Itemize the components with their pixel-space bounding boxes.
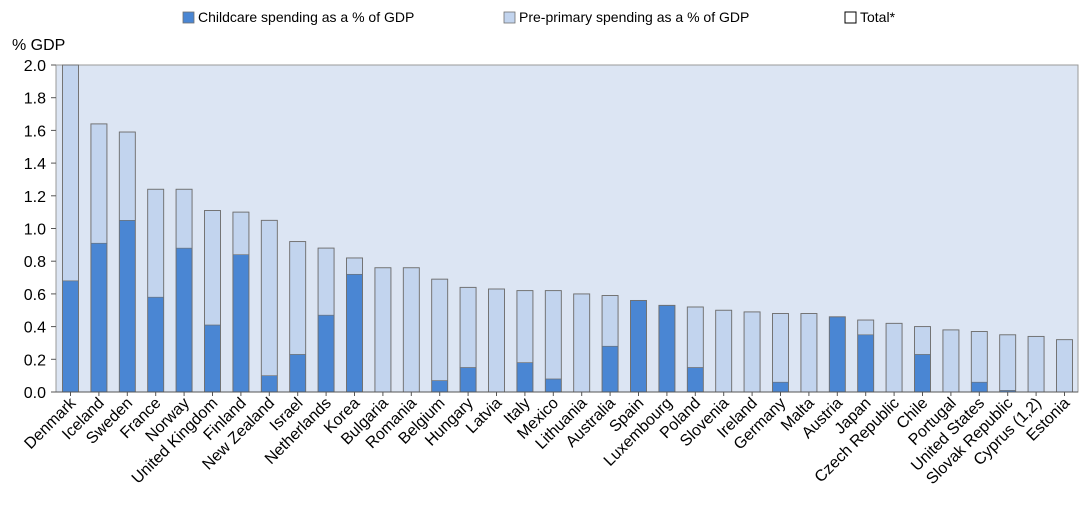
- bar-childcare: [260, 375, 278, 393]
- bar-preprimary: [260, 220, 278, 376]
- bar-preprimary: [800, 313, 818, 393]
- y-tick-label: 0.8: [24, 254, 46, 271]
- bar-preprimary: [119, 131, 136, 221]
- bar-preprimary: [459, 287, 477, 368]
- bar-preprimary: [317, 247, 335, 316]
- bar-childcare: [459, 367, 477, 393]
- y-tick-label: 1.4: [24, 156, 46, 173]
- bar-preprimary: [914, 326, 931, 355]
- legend-label-total: Total*: [860, 9, 896, 25]
- bar-preprimary: [772, 313, 789, 383]
- y-tick-label: 0.6: [24, 287, 46, 304]
- plot-area: [55, 64, 1079, 393]
- bar-preprimary: [885, 323, 903, 393]
- y-tick-label: 2.0: [24, 58, 46, 75]
- bar-childcare: [317, 314, 335, 393]
- y-tick-label: 1.6: [24, 123, 46, 140]
- bar-childcare: [914, 354, 931, 393]
- bar-childcare: [516, 362, 534, 393]
- legend-swatch-preprimary: [503, 11, 516, 24]
- legend-swatch-total: [844, 11, 857, 24]
- y-tick-label: 1.2: [24, 189, 46, 206]
- bar-preprimary: [1027, 336, 1045, 393]
- bar-childcare: [828, 316, 846, 393]
- bar-preprimary: [1056, 339, 1073, 393]
- legend-label-childcare: Childcare spending as a % of GDP: [198, 9, 414, 25]
- y-axis: 0.0 0.2 0.4 0.6 0.8 1.0 1.2 1.4 1.6 1.8 2.0: [24, 58, 56, 402]
- bar-preprimary: [942, 329, 960, 393]
- y-tick-label: 1.0: [24, 222, 46, 239]
- bar-preprimary: [573, 293, 591, 393]
- y-tick-label: 0.4: [24, 320, 46, 337]
- bar-childcare: [544, 378, 562, 393]
- y-axis-label: % GDP: [12, 37, 65, 54]
- bar-preprimary: [232, 211, 250, 255]
- bar-childcare: [119, 220, 136, 393]
- bar-preprimary: [402, 267, 420, 393]
- bar-preprimary: [175, 188, 193, 249]
- y-tick-label: 0.2: [24, 352, 46, 369]
- bar-preprimary: [686, 306, 704, 368]
- legend-swatch-childcare: [182, 11, 195, 24]
- bar-childcare: [970, 381, 988, 393]
- bar-preprimary: [147, 188, 164, 298]
- bar-preprimary: [743, 311, 761, 393]
- bar-childcare: [62, 280, 79, 393]
- bar-childcare: [658, 305, 676, 393]
- bar-preprimary: [857, 319, 875, 336]
- bar-childcare: [175, 247, 193, 393]
- bar-childcare: [232, 254, 250, 393]
- bar-childcare: [686, 367, 704, 393]
- bar-childcare: [204, 324, 221, 393]
- bar-preprimary: [374, 267, 392, 393]
- legend: Childcare spending as a % of GDP Pre-pri…: [182, 9, 896, 25]
- bar-childcare: [431, 380, 449, 393]
- bar-childcare: [772, 381, 789, 393]
- bars: [62, 64, 1073, 393]
- bar-childcare: [346, 273, 363, 393]
- bar-preprimary: [289, 241, 307, 355]
- bar-preprimary: [90, 123, 108, 244]
- bar-preprimary: [544, 290, 562, 380]
- y-tick-label: 1.8: [24, 91, 46, 108]
- bar-preprimary: [999, 334, 1017, 391]
- bar-childcare: [857, 334, 875, 393]
- bar-preprimary: [516, 290, 534, 363]
- bar-childcare: [147, 296, 164, 393]
- bar-preprimary: [346, 257, 363, 275]
- legend-label-preprimary: Pre-primary spending as a % of GDP: [519, 9, 749, 25]
- bar-preprimary: [970, 331, 988, 383]
- y-tick-label: 0.0: [24, 385, 46, 402]
- bar-childcare: [90, 242, 108, 393]
- bar-preprimary: [715, 309, 733, 393]
- bar-preprimary: [431, 278, 449, 381]
- bar-preprimary: [62, 64, 79, 282]
- bar-preprimary: [601, 295, 619, 347]
- bar-preprimary: [488, 288, 505, 393]
- bar-preprimary: [204, 210, 221, 326]
- bar-childcare: [289, 354, 307, 393]
- bar-childcare: [630, 300, 647, 393]
- bar-childcare: [601, 345, 619, 393]
